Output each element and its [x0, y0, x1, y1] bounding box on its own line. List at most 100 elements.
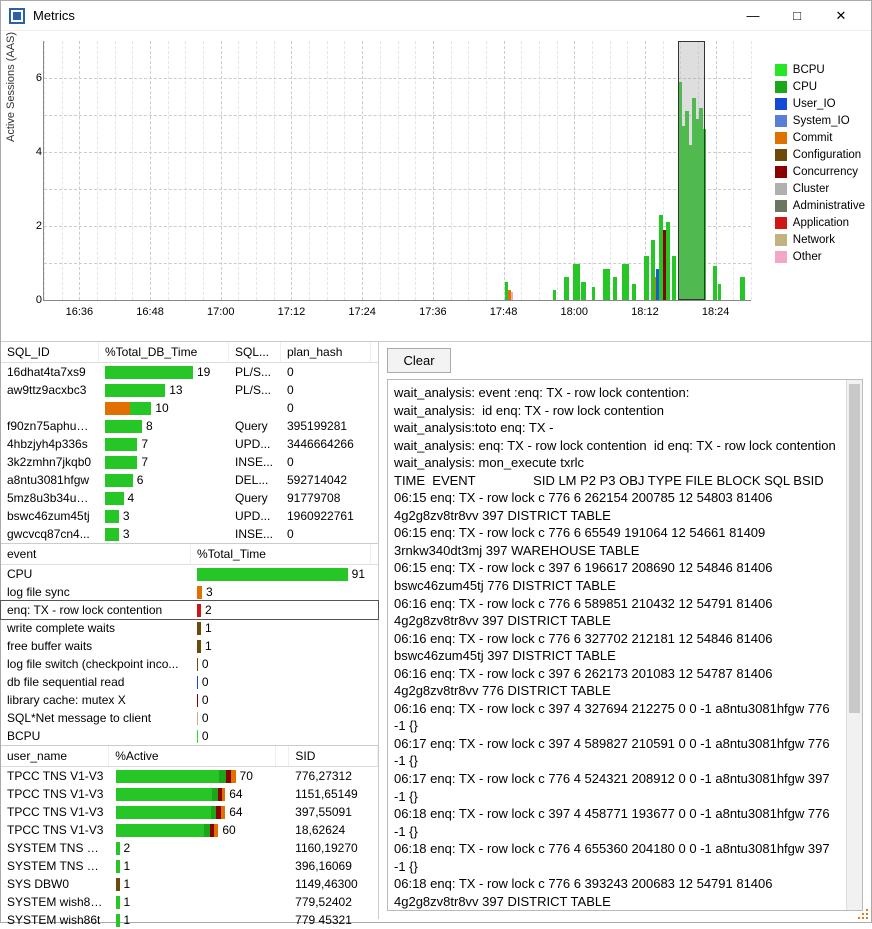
legend-item[interactable]: Cluster	[775, 180, 865, 197]
sql-grid[interactable]: SQL_ID%Total_DB_TimeSQL...plan_hash16dha…	[1, 341, 378, 543]
table-row[interactable]: SQL*Net message to client0	[1, 709, 378, 727]
table-row[interactable]: a8ntu3081hfgw6DEL...592714042	[1, 471, 378, 489]
table-row[interactable]: write complete waits1	[1, 619, 378, 637]
legend-item[interactable]: User_IO	[775, 95, 865, 112]
table-row[interactable]: f90zn75aphu4...8Query395199281	[1, 417, 378, 435]
table-row[interactable]: BCPU0	[1, 727, 378, 745]
cell: f90zn75aphu4...	[1, 419, 99, 433]
column-header[interactable]: %Total_Time	[191, 544, 371, 564]
table-row[interactable]: bswc46zum45tj3UPD...1960922761	[1, 507, 378, 525]
cell: 60	[110, 823, 278, 837]
log-scrollbar[interactable]	[846, 380, 862, 910]
cell: 7	[99, 437, 229, 451]
close-button[interactable]: ✕	[819, 2, 863, 30]
column-header[interactable]: %Active	[109, 746, 276, 766]
event-grid[interactable]: event%Total_TimeCPU91log file sync3enq: …	[1, 543, 378, 745]
cell: 0	[191, 657, 371, 671]
table-row[interactable]: SYSTEM TNS V1-...1396,16069	[1, 857, 378, 875]
maximize-button[interactable]: □	[775, 2, 819, 30]
cell: TPCC TNS V1-V3	[1, 823, 110, 837]
table-row[interactable]: 16dhat4ta7xs919PL/S...0	[1, 363, 378, 381]
table-row[interactable]: TPCC TNS V1-V370776,27312	[1, 767, 378, 785]
ytick: 6	[24, 72, 42, 84]
app-icon	[9, 8, 25, 24]
table-row[interactable]: enq: TX - row lock contention2	[1, 601, 378, 619]
legend-swatch	[775, 183, 787, 195]
xtick: 17:36	[419, 306, 447, 318]
legend-swatch	[775, 81, 787, 93]
legend-swatch	[775, 132, 787, 144]
column-header[interactable]: %Total_DB_Time	[99, 342, 229, 362]
legend-label: Configuration	[793, 149, 861, 161]
cell: 1	[110, 859, 278, 873]
legend-item[interactable]: System_IO	[775, 112, 865, 129]
legend-label: Network	[793, 234, 835, 246]
clear-button[interactable]: Clear	[387, 348, 451, 373]
table-row[interactable]: db file sequential read0	[1, 673, 378, 691]
table-row[interactable]: CPU91	[1, 565, 378, 583]
log-output[interactable]: wait_analysis: event :enq: TX - row lock…	[387, 379, 863, 911]
column-header[interactable]: event	[1, 544, 191, 564]
table-row[interactable]: TPCC TNS V1-V364397,55091	[1, 803, 378, 821]
cell: log file switch (checkpoint inco...	[1, 657, 191, 671]
grid-header: user_name%Active SID	[1, 746, 378, 767]
cell: INSE...	[229, 455, 281, 469]
cell: Query	[229, 491, 281, 505]
chart-selection[interactable]	[678, 41, 705, 300]
legend-item[interactable]: Commit	[775, 129, 865, 146]
table-row[interactable]: SYSTEM wish86t1779 45321	[1, 911, 378, 929]
legend-label: Administrative	[793, 200, 865, 212]
column-header[interactable]: user_name	[1, 746, 109, 766]
column-header[interactable]	[276, 746, 289, 766]
legend-swatch	[775, 251, 787, 263]
cell: 64	[110, 787, 278, 801]
legend-label: Cluster	[793, 183, 829, 195]
legend-item[interactable]: Other	[775, 248, 865, 265]
xtick: 17:48	[490, 306, 518, 318]
cell: 1160,19270	[289, 841, 378, 855]
cell: 4hbzjyh4p336s	[1, 437, 99, 451]
table-row[interactable]: SYSTEM TNS V1-...21160,19270	[1, 839, 378, 857]
user-grid[interactable]: user_name%Active SIDTPCC TNS V1-V370776,2…	[1, 745, 378, 929]
legend-swatch	[775, 115, 787, 127]
cell: 1	[110, 895, 278, 909]
legend-swatch	[775, 217, 787, 229]
chart-plot[interactable]: 024616:3616:4817:0017:1217:2417:3617:481…	[43, 41, 751, 301]
cell: 0	[281, 401, 371, 415]
legend-item[interactable]: Application	[775, 214, 865, 231]
xtick: 18:00	[560, 306, 588, 318]
chart-bar	[564, 277, 570, 300]
table-row[interactable]: log file switch (checkpoint inco...0	[1, 655, 378, 673]
minimize-button[interactable]: —	[731, 2, 775, 30]
legend-item[interactable]: Concurrency	[775, 163, 865, 180]
cell: 64	[110, 805, 278, 819]
table-row[interactable]: log file sync3	[1, 583, 378, 601]
resize-grip[interactable]	[856, 907, 870, 921]
xtick: 17:00	[207, 306, 235, 318]
column-header[interactable]: plan_hash	[281, 342, 371, 362]
table-row[interactable]: TPCC TNS V1-V3641151,65149	[1, 785, 378, 803]
table-row[interactable]: gwcvcq87cn4...3INSE...0	[1, 525, 378, 543]
column-header[interactable]: SQL_ID	[1, 342, 99, 362]
column-header[interactable]: SQL...	[229, 342, 281, 362]
table-row[interactable]: 5mz8u3b34u9...4Query91779708	[1, 489, 378, 507]
table-row[interactable]: library cache: mutex X0	[1, 691, 378, 709]
table-row[interactable]: aw9ttz9acxbc313PL/S...0	[1, 381, 378, 399]
legend-item[interactable]: Network	[775, 231, 865, 248]
table-row[interactable]: 4hbzjyh4p336s7UPD...3446664266	[1, 435, 378, 453]
table-row[interactable]: free buffer waits1	[1, 637, 378, 655]
legend-item[interactable]: BCPU	[775, 61, 865, 78]
legend-item[interactable]: Administrative	[775, 197, 865, 214]
table-row[interactable]: 100	[1, 399, 378, 417]
cell: write complete waits	[1, 621, 191, 635]
table-row[interactable]: 3k2zmhn7jkqb07INSE...0	[1, 453, 378, 471]
chart-legend: BCPUCPUUser_IOSystem_IOCommit Configurati…	[775, 61, 865, 265]
table-row[interactable]: SYS DBW011149,46300	[1, 875, 378, 893]
legend-item[interactable]: CPU	[775, 78, 865, 95]
table-row[interactable]: SYSTEM wish86t...1779,52402	[1, 893, 378, 911]
cell: 70	[110, 769, 278, 783]
table-row[interactable]: TPCC TNS V1-V36018,62624	[1, 821, 378, 839]
legend-item[interactable]: Configuration	[775, 146, 865, 163]
column-header[interactable]: SID	[289, 746, 378, 766]
legend-swatch	[775, 234, 787, 246]
